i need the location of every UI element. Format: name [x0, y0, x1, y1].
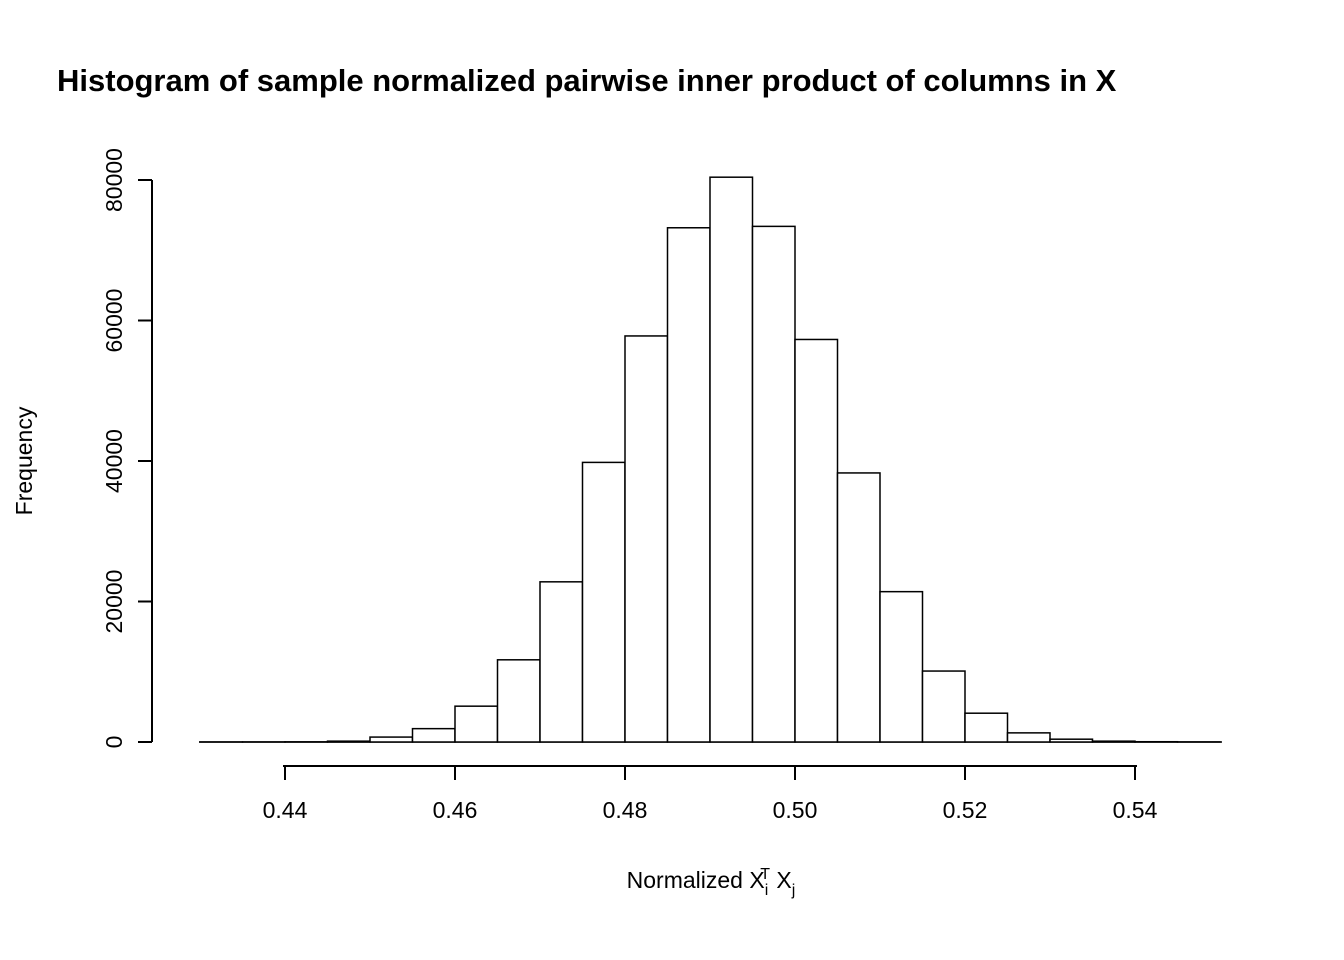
- x-tick-label: 0.44: [263, 797, 308, 823]
- x-tick-label: 0.46: [433, 797, 478, 823]
- histogram-bar: [879, 590, 924, 743]
- histogram-bar: [1049, 738, 1094, 743]
- histogram-bar: [624, 335, 669, 743]
- chart-title: Histogram of sample normalized pairwise …: [57, 63, 1117, 98]
- histogram-bar: [709, 176, 754, 743]
- histogram-bar: [666, 227, 711, 743]
- histogram-bar: [964, 712, 1009, 743]
- histogram-bar: [751, 225, 796, 743]
- x-axis-label-segment: X: [770, 867, 792, 893]
- histogram-bar: [1006, 732, 1051, 743]
- histogram-bar: [496, 659, 541, 743]
- y-axis-ticks-group: 0 20000 40000 60000 80000: [101, 148, 152, 748]
- histogram-bar: [369, 736, 414, 743]
- histogram-bars-group: [199, 176, 1221, 743]
- histogram-bar: [539, 581, 584, 743]
- x-axis-label-segment: Normalized X: [627, 867, 765, 893]
- histogram-bar: [411, 727, 456, 743]
- y-tick-label: 0: [101, 736, 127, 749]
- y-tick-label: 40000: [101, 429, 127, 493]
- x-tick-label: 0.52: [943, 797, 988, 823]
- x-axis-label-segment: j: [791, 882, 796, 899]
- x-tick-label: 0.50: [773, 797, 818, 823]
- y-tick-label: 60000: [101, 289, 127, 353]
- histogram-bar: [581, 461, 626, 743]
- x-axis-label-segment: T: [760, 866, 770, 883]
- histogram-bar: [454, 705, 499, 743]
- y-axis-label: Frequency: [11, 406, 37, 515]
- x-tick-label: 0.48: [603, 797, 648, 823]
- y-tick-label: 20000: [101, 570, 127, 634]
- histogram-bar: [836, 472, 881, 743]
- y-tick-label: 80000: [101, 148, 127, 212]
- x-axis-label: Normalized XiT Xj: [627, 866, 796, 899]
- histogram-bar: [1091, 740, 1136, 743]
- x-axis-label-segment: i: [765, 882, 769, 899]
- histogram-bar: [326, 740, 371, 743]
- x-tick-label: 0.54: [1113, 797, 1158, 823]
- histogram-bar: [794, 338, 839, 743]
- histogram-bar: [921, 670, 966, 743]
- x-axis-ticks-group: 0.44 0.46 0.48 0.50 0.52 0.54: [263, 766, 1158, 823]
